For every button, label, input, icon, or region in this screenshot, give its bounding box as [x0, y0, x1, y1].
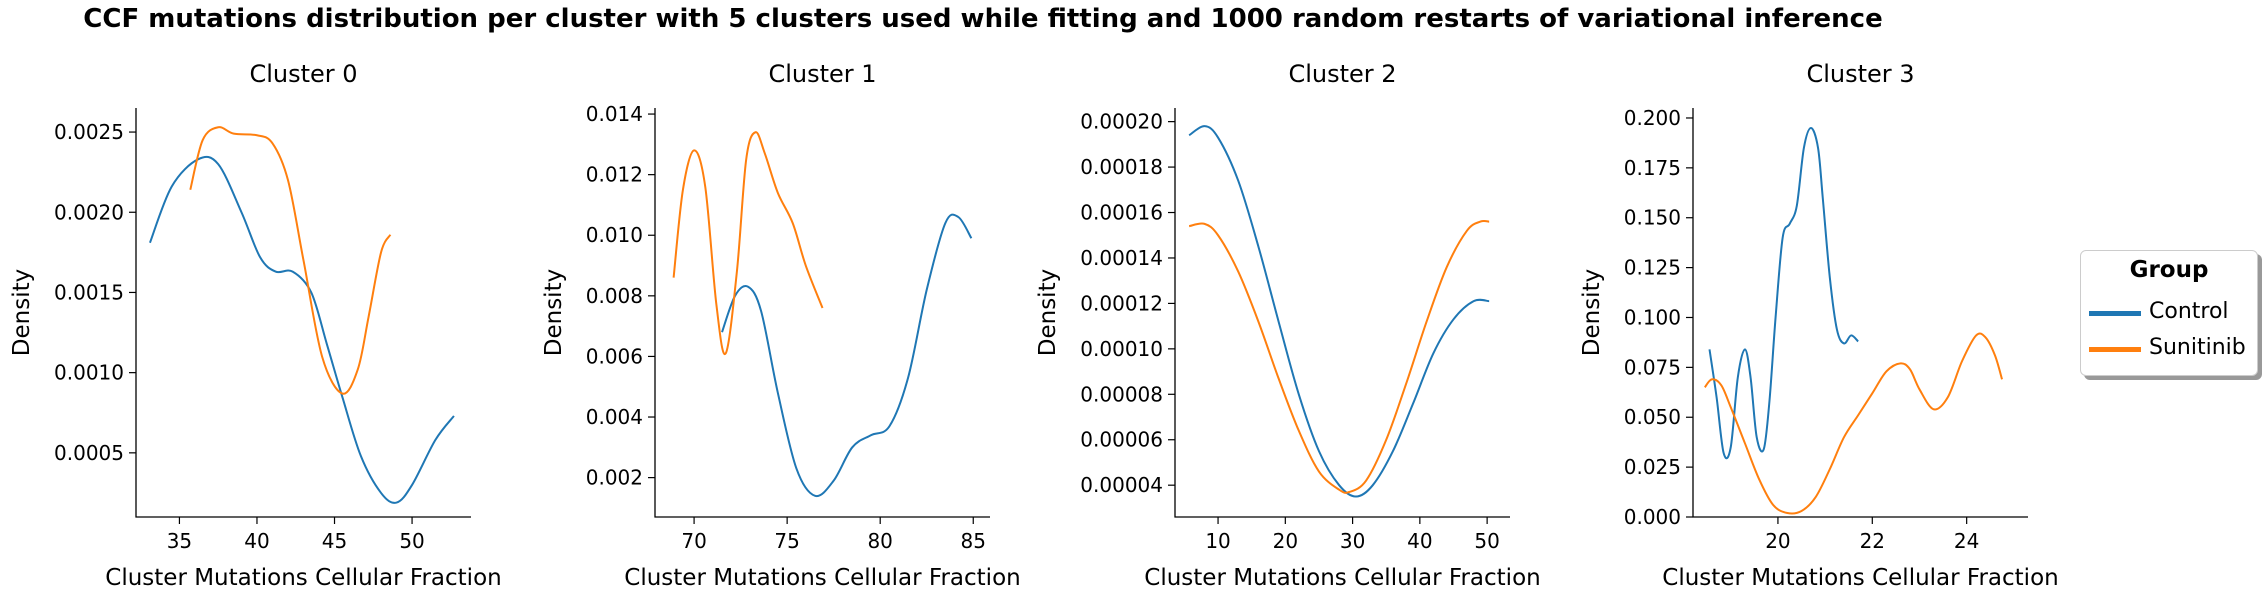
y-tick-label: 0.00012: [1080, 291, 1163, 315]
chart-panel-1: 70 75 80 85 0.002 0.004 0.006 0.008 0.010 0.012 0.…: [541, 60, 1021, 591]
x-tick-label: 85: [961, 529, 986, 553]
y-tick-label: 0.00016: [1080, 201, 1163, 225]
x-tick-label: 20: [1273, 529, 1298, 553]
legend-label-control: Control: [2149, 299, 2229, 324]
x-axis-label: Cluster Mutations Cellular Fraction: [105, 565, 501, 591]
chart-panel-0: 35 40 45 50 0.0005 0.0010 0.0015 0.0020 0.0025 Cl…: [9, 60, 502, 591]
chart-panel-3: 20 22 24 0.000 0.025 0.050 0.075 0.100 0.125 0.15…: [1579, 60, 2059, 591]
y-tick-label: 0.025: [1624, 455, 1681, 479]
x-tick-label: 75: [774, 529, 799, 553]
x-tick-label: 35: [167, 529, 192, 553]
series-line-sunitinib: [672, 131, 824, 356]
series-line-control: [721, 213, 973, 498]
y-tick-label: 0.00008: [1080, 382, 1163, 406]
legend-swatch-sunitinib: [2089, 347, 2141, 352]
y-tick-label: 0.00014: [1080, 246, 1163, 270]
x-axis-label: Cluster Mutations Cellular Fraction: [1144, 565, 1540, 591]
y-axis-label: Density: [541, 269, 567, 356]
legend-title: Group: [2129, 257, 2209, 283]
series-line-sunitinib: [1704, 332, 2004, 515]
y-tick-label: 0.100: [1624, 305, 1681, 329]
x-tick-label: 45: [322, 529, 347, 553]
x-tick-label: 24: [1954, 529, 1979, 553]
y-tick-label: 0.075: [1624, 355, 1681, 379]
x-tick-label: 22: [1860, 529, 1885, 553]
x-tick-label: 20: [1765, 529, 1790, 553]
x-tick-label: 70: [681, 529, 706, 553]
y-tick-label: 0.000: [1624, 505, 1681, 529]
series-line-sunitinib: [1188, 219, 1490, 494]
y-tick-label: 0.00018: [1080, 155, 1163, 179]
y-tick-label: 0.006: [586, 344, 643, 368]
series-line-control: [149, 155, 455, 504]
series-line-control: [1188, 125, 1490, 498]
legend: Group Control Sunitinib: [2080, 250, 2258, 376]
panel-title: Cluster 1: [768, 60, 876, 88]
panel-title: Cluster 3: [1806, 60, 1914, 88]
legend-swatch-control: [2089, 311, 2141, 316]
x-tick-label: 80: [867, 529, 892, 553]
x-axis-label: Cluster Mutations Cellular Fraction: [1662, 565, 2058, 591]
x-tick-label: 30: [1340, 529, 1365, 553]
y-tick-label: 0.014: [586, 102, 643, 126]
figure-title: CCF mutations distribution per cluster w…: [83, 4, 1883, 34]
x-tick-label: 40: [244, 529, 269, 553]
y-tick-label: 0.150: [1624, 206, 1681, 230]
panel-title: Cluster 0: [249, 60, 357, 88]
y-tick-label: 0.010: [586, 223, 643, 247]
y-tick-label: 0.0025: [54, 120, 124, 144]
x-tick-label: 50: [1474, 529, 1499, 553]
y-tick-label: 0.050: [1624, 405, 1681, 429]
panel-title: Cluster 2: [1288, 60, 1396, 88]
y-tick-label: 0.175: [1624, 156, 1681, 180]
y-axis-label: Density: [1579, 269, 1605, 356]
series-line-sunitinib: [189, 126, 392, 395]
y-tick-label: 0.004: [586, 405, 643, 429]
y-tick-label: 0.008: [586, 284, 643, 308]
x-tick-label: 40: [1407, 529, 1432, 553]
y-tick-label: 0.200: [1624, 106, 1681, 130]
y-tick-label: 0.125: [1624, 256, 1681, 280]
y-axis-label: Density: [9, 269, 35, 356]
y-tick-label: 0.0010: [54, 361, 124, 385]
y-tick-label: 0.00006: [1080, 428, 1163, 452]
y-tick-label: 0.012: [586, 163, 643, 187]
y-tick-label: 0.002: [586, 466, 643, 490]
x-axis-label: Cluster Mutations Cellular Fraction: [624, 565, 1020, 591]
y-tick-label: 0.0015: [54, 280, 124, 304]
y-axis-label: Density: [1035, 269, 1061, 356]
legend-label-sunitinib: Sunitinib: [2149, 335, 2246, 360]
y-tick-label: 0.0020: [54, 200, 124, 224]
y-tick-label: 0.00004: [1080, 473, 1163, 497]
y-tick-label: 0.00010: [1080, 337, 1163, 361]
y-tick-label: 0.0005: [54, 441, 124, 465]
y-tick-label: 0.00020: [1080, 110, 1163, 134]
chart-panel-2: 10 20 30 40 50 0.00004 0.00006 0.00008 0.00010 0.…: [1035, 60, 1541, 591]
x-tick-label: 50: [399, 529, 424, 553]
x-tick-label: 10: [1205, 529, 1230, 553]
series-line-control: [1708, 126, 1859, 460]
